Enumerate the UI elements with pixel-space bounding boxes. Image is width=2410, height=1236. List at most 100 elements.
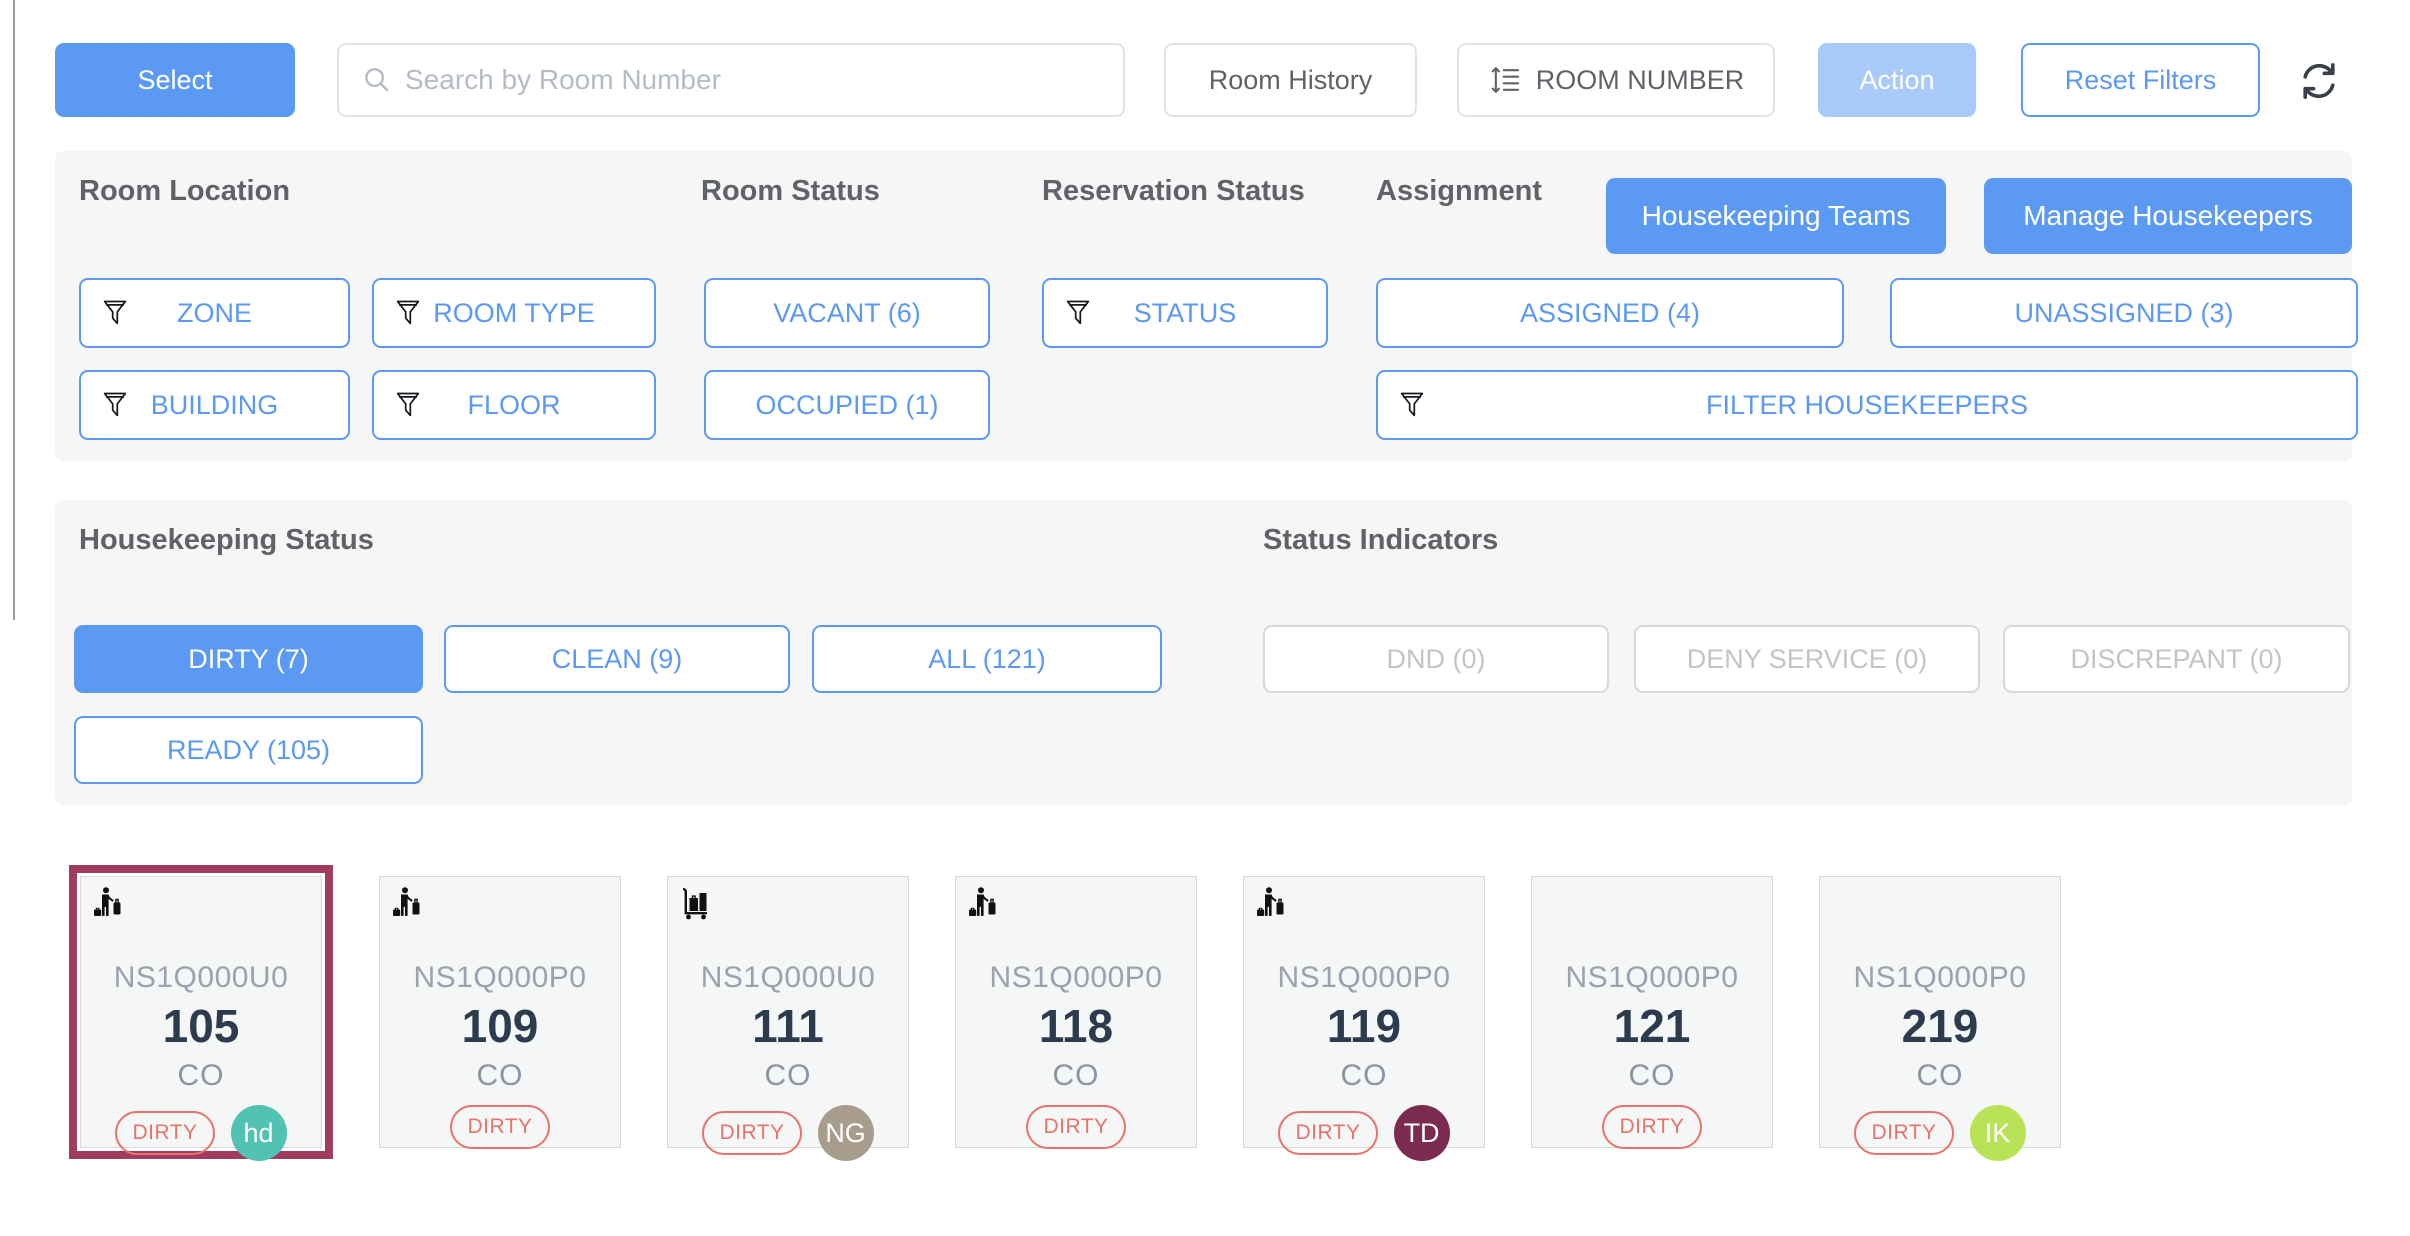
funnel-icon <box>101 390 129 420</box>
room-type-label: NS1Q000U0 <box>700 961 876 994</box>
housekeeper-badge[interactable]: TD <box>1393 1105 1450 1161</box>
funnel-icon <box>394 298 422 328</box>
housekeeping-status-title: Housekeeping Status <box>79 524 374 556</box>
room-card[interactable]: NS1Q000P0 118 CO DIRTY <box>955 876 1197 1149</box>
card-badges-row: DIRTY <box>1602 1105 1702 1149</box>
reservation-status-label: CO <box>1052 1059 1100 1092</box>
select-button[interactable]: Select <box>55 43 295 117</box>
status-filter-button[interactable]: STATUS <box>1042 278 1328 348</box>
card-badges-row: DIRTY <box>1026 1105 1126 1149</box>
room-card[interactable]: NS1Q000P0 109 CO DIRTY <box>379 876 621 1149</box>
unassigned-filter-button[interactable]: UNASSIGNED (3) <box>1890 278 2358 348</box>
all-status-button[interactable]: ALL (121) <box>812 625 1162 693</box>
reservation-status-label: CO <box>1340 1059 1388 1092</box>
room-card[interactable]: NS1Q000P0 121 CO DIRTY <box>1531 876 1773 1149</box>
housekeeping-teams-button[interactable]: Housekeeping Teams <box>1606 178 1946 254</box>
clean-status-button[interactable]: CLEAN (9) <box>444 625 790 693</box>
room-card[interactable]: NS1Q000U0 105 CO DIRTY hd <box>69 865 333 1161</box>
room-card[interactable]: NS1Q000U0 111 CO DIRTY NG <box>667 876 909 1161</box>
room-card-body: NS1Q000P0 109 CO DIRTY <box>379 876 621 1149</box>
status-indicators-title: Status Indicators <box>1263 524 1499 556</box>
reservation-status-label: CO <box>177 1059 225 1092</box>
funnel-icon <box>394 390 422 420</box>
vacant-filter-button[interactable]: VACANT (6) <box>704 278 990 348</box>
reservation-status-label: CO <box>1916 1059 1964 1092</box>
reservation-status-title: Reservation Status <box>1042 175 1305 207</box>
room-type-filter-label: ROOM TYPE <box>433 297 595 328</box>
reservation-status-label: CO <box>476 1059 524 1092</box>
filter-housekeepers-button[interactable]: FILTER HOUSEKEEPERS <box>1376 370 2358 440</box>
refresh-icon <box>2296 58 2342 104</box>
room-card-body: NS1Q000P0 219 CO DIRTY IK <box>1819 876 2061 1161</box>
room-card[interactable]: NS1Q000P0 219 CO DIRTY IK <box>1819 876 2061 1161</box>
room-number: 219 <box>1901 1000 1979 1052</box>
search-icon <box>361 64 393 96</box>
reservation-status-label: CO <box>1628 1059 1676 1092</box>
dirty-status-badge: DIRTY <box>115 1111 215 1155</box>
room-location-title: Room Location <box>79 175 291 207</box>
room-type-label: NS1Q000U0 <box>113 961 289 994</box>
dirty-status-badge: DIRTY <box>1602 1105 1702 1149</box>
refresh-button[interactable] <box>2294 56 2344 106</box>
funnel-icon <box>1398 390 1426 420</box>
housekeeper-badge[interactable]: IK <box>1969 1105 2026 1161</box>
building-filter-button[interactable]: BUILDING <box>79 370 350 440</box>
discrepant-indicator-button[interactable]: DISCREPANT (0) <box>2003 625 2350 693</box>
room-card[interactable]: NS1Q000P0 119 CO DIRTY TD <box>1243 876 1485 1161</box>
ready-status-button[interactable]: READY (105) <box>74 716 423 784</box>
funnel-icon <box>101 298 129 328</box>
room-card-body: NS1Q000P0 121 CO DIRTY <box>1531 876 1773 1149</box>
unassigned-filter-label: UNASSIGNED (3) <box>2014 297 2234 328</box>
search-box[interactable] <box>337 43 1125 117</box>
card-badges-row: DIRTY IK <box>1854 1105 2026 1161</box>
room-status-title: Room Status <box>701 175 880 207</box>
search-input[interactable] <box>405 64 1101 96</box>
room-type-label: NS1Q000P0 <box>1853 961 2027 994</box>
card-badges-row: DIRTY hd <box>115 1105 287 1161</box>
occupied-filter-label: OCCUPIED (1) <box>755 389 939 420</box>
housekeeper-badge[interactable]: hd <box>230 1105 287 1161</box>
assigned-filter-label: ASSIGNED (4) <box>1519 297 1701 328</box>
dirty-status-badge: DIRTY <box>1026 1105 1126 1149</box>
luggage-cart-icon <box>679 886 715 920</box>
housekeeping-status-panel: Housekeeping Status Status Indicators DI… <box>55 500 2352 805</box>
manage-housekeepers-button[interactable]: Manage Housekeepers <box>1984 178 2352 254</box>
reset-filters-button[interactable]: Reset Filters <box>2021 43 2260 117</box>
zone-filter-label: ZONE <box>176 297 252 328</box>
room-type-filter-button[interactable]: ROOM TYPE <box>372 278 656 348</box>
action-button[interactable]: Action <box>1818 43 1976 117</box>
card-badges-row: DIRTY <box>450 1105 550 1149</box>
deny-service-indicator-button[interactable]: DENY SERVICE (0) <box>1634 625 1980 693</box>
room-number: 118 <box>1038 1000 1114 1052</box>
dirty-status-button[interactable]: DIRTY (7) <box>74 625 423 693</box>
dirty-status-badge: DIRTY <box>1854 1111 1954 1155</box>
guest-with-luggage-icon <box>1255 886 1287 922</box>
guest-with-luggage-icon <box>92 886 124 922</box>
assignment-title: Assignment <box>1376 175 1542 207</box>
room-number: 105 <box>162 1000 240 1052</box>
room-type-label: NS1Q000P0 <box>1565 961 1739 994</box>
housekeeper-badge[interactable]: NG <box>817 1105 874 1161</box>
room-cards-row: NS1Q000U0 105 CO DIRTY hd NS1Q000P0 109 CO DIRTY… <box>69 865 2061 1161</box>
reservation-status-label: CO <box>764 1059 812 1092</box>
room-history-button[interactable]: Room History <box>1164 43 1417 117</box>
dirty-status-badge: DIRTY <box>450 1105 550 1149</box>
filters-panel: Room Location Room Status Reservation St… <box>55 151 2358 461</box>
room-card-body: NS1Q000P0 118 CO DIRTY <box>955 876 1197 1149</box>
occupied-filter-button[interactable]: OCCUPIED (1) <box>704 370 990 440</box>
left-edge-divider <box>13 0 15 620</box>
room-number: 121 <box>1613 1000 1691 1052</box>
dnd-indicator-button[interactable]: DND (0) <box>1263 625 1609 693</box>
sort-button[interactable]: ROOM NUMBER <box>1457 43 1775 117</box>
guest-with-luggage-icon <box>967 886 999 922</box>
floor-filter-button[interactable]: FLOOR <box>372 370 656 440</box>
filter-housekeepers-label: FILTER HOUSEKEEPERS <box>1705 389 2029 420</box>
room-card-body: NS1Q000U0 105 CO DIRTY hd <box>80 876 322 1161</box>
floor-filter-label: FLOOR <box>467 389 561 420</box>
sort-icon <box>1488 63 1522 97</box>
assigned-filter-button[interactable]: ASSIGNED (4) <box>1376 278 1844 348</box>
room-card-body: NS1Q000P0 119 CO DIRTY TD <box>1243 876 1485 1161</box>
zone-filter-button[interactable]: ZONE <box>79 278 350 348</box>
room-number: 111 <box>752 1000 824 1052</box>
building-filter-label: BUILDING <box>150 389 279 420</box>
